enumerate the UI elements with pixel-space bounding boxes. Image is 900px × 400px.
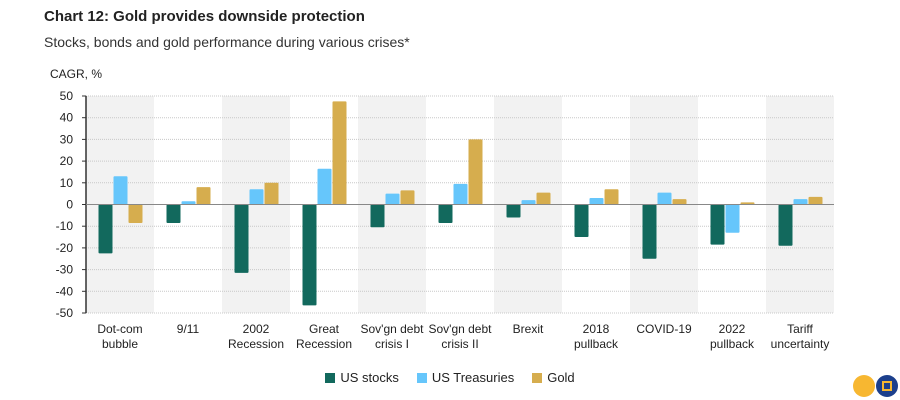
y-tick-label: 0 — [66, 198, 73, 212]
x-tick-label: crisis I — [375, 337, 409, 351]
bar-us-stocks — [778, 204, 793, 246]
bar-gold — [400, 190, 415, 205]
bar-us-treasuries — [657, 192, 672, 205]
x-tick-label: Dot-com — [97, 322, 142, 336]
bar-us-stocks — [642, 204, 657, 259]
bar-us-stocks — [370, 204, 385, 228]
x-tick-label: Tariff — [787, 322, 813, 336]
y-tick-label: 30 — [60, 132, 74, 146]
x-tick-label: Sov'gn debt — [428, 322, 492, 336]
bar-gold — [808, 196, 823, 205]
legend-label: US stocks — [340, 370, 399, 385]
legend-label: US Treasuries — [431, 370, 515, 385]
x-tick-label: 2018 — [583, 322, 610, 336]
legend-swatch — [532, 372, 543, 383]
bar-us-stocks — [302, 204, 317, 306]
chart-title: Chart 12: Gold provides downside protect… — [44, 8, 365, 25]
y-tick-label: 40 — [60, 111, 74, 125]
y-tick-label: -50 — [56, 306, 74, 320]
bar-us-stocks — [234, 204, 249, 273]
bar-gold — [672, 199, 687, 205]
x-tick-label: Recession — [228, 337, 284, 351]
x-tick-label: Recession — [296, 337, 352, 351]
bar-gold — [536, 192, 551, 205]
x-tick-label: pullback — [574, 337, 619, 351]
y-tick-label: -20 — [56, 241, 74, 255]
legend-swatch — [325, 372, 336, 383]
y-tick-label: -10 — [56, 219, 74, 233]
bar-us-treasuries — [385, 193, 400, 205]
legend-label: Gold — [547, 370, 575, 385]
x-tick-label: bubble — [102, 337, 138, 351]
bar-us-treasuries — [317, 168, 332, 205]
bar-us-stocks — [98, 204, 113, 254]
bar-gold — [740, 202, 755, 205]
bar-gold — [128, 204, 143, 223]
bar-gold — [468, 139, 483, 205]
x-tick-label: COVID-19 — [636, 322, 692, 336]
bar-us-stocks — [438, 204, 453, 223]
chart-subtitle: Stocks, bonds and gold performance durin… — [44, 34, 410, 50]
legend-item-us-treasuries: US Treasuries — [416, 370, 515, 385]
y-tick-label: 10 — [60, 176, 74, 190]
bar-us-treasuries — [725, 204, 740, 233]
bar-us-treasuries — [589, 197, 604, 205]
bar-us-treasuries — [249, 189, 264, 205]
y-tick-label: -30 — [56, 263, 74, 277]
legend-swatch — [416, 372, 427, 383]
bar-us-stocks — [710, 204, 725, 245]
x-tick-label: pullback — [710, 337, 755, 351]
logo-icon — [853, 375, 898, 397]
bar-us-treasuries — [181, 201, 196, 205]
bar-us-treasuries — [453, 183, 468, 205]
bar-us-treasuries — [113, 176, 128, 205]
y-tick-label: -40 — [56, 284, 74, 298]
legend: US stocks US Treasuries Gold — [0, 370, 900, 385]
bar-gold — [604, 189, 619, 205]
x-tick-label: 2022 — [719, 322, 746, 336]
bar-us-stocks — [166, 204, 181, 223]
bar-us-stocks — [574, 204, 589, 238]
bar-us-stocks — [506, 204, 521, 218]
bar-gold — [332, 101, 347, 205]
bar-gold — [264, 182, 279, 205]
y-axis-label: CAGR, % — [50, 67, 103, 81]
legend-item-gold: Gold — [532, 370, 575, 385]
legend-item-us-stocks: US stocks — [325, 370, 399, 385]
y-tick-label: 20 — [60, 154, 74, 168]
x-tick-label: crisis II — [441, 337, 478, 351]
y-tick-label: 50 — [60, 89, 74, 103]
x-tick-label: Brexit — [513, 322, 544, 336]
bar-us-treasuries — [521, 200, 536, 205]
x-tick-label: 9/11 — [177, 322, 200, 336]
bar-us-treasuries — [793, 199, 808, 205]
bar-gold — [196, 187, 211, 205]
x-tick-label: Sov'gn debt — [360, 322, 424, 336]
x-tick-label: Great — [309, 322, 340, 336]
x-tick-label: uncertainty — [771, 337, 830, 351]
x-tick-label: 2002 — [243, 322, 270, 336]
